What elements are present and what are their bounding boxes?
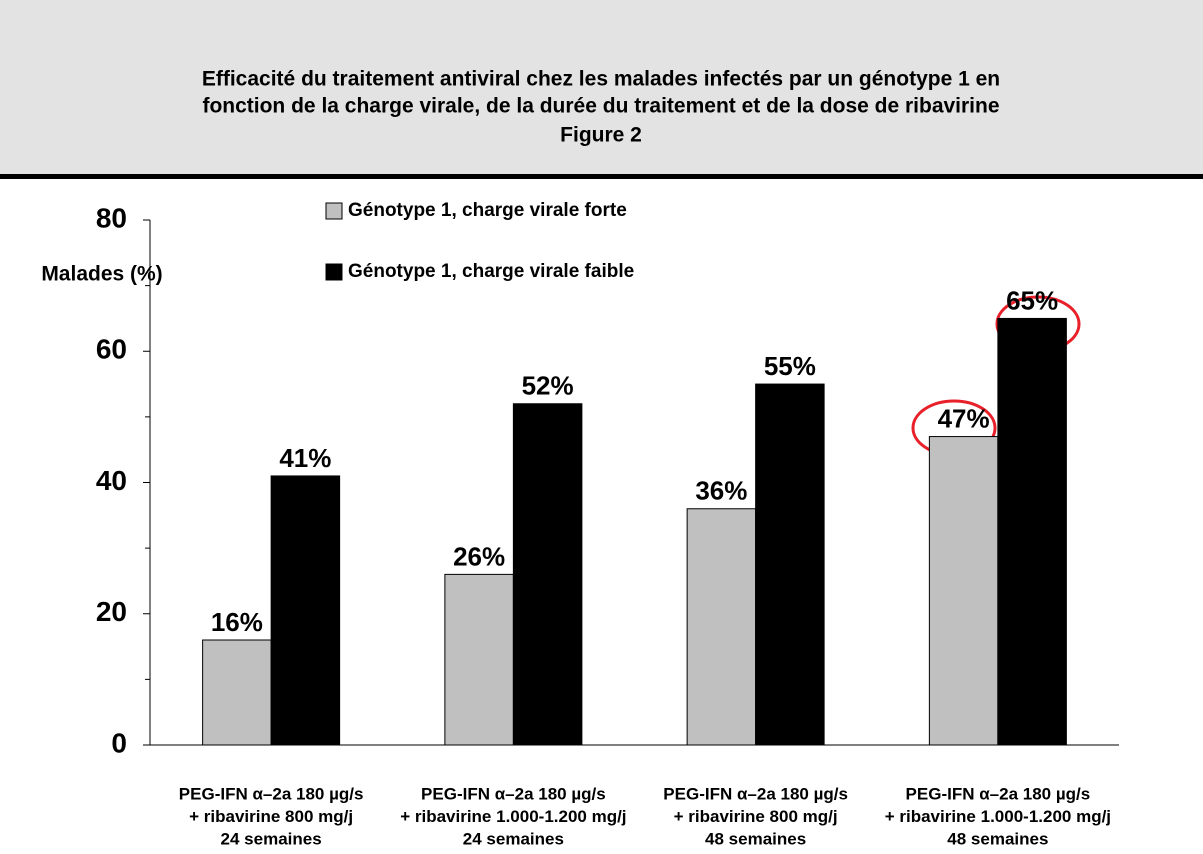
x-tick-label: PEG-IFN α–2a 180 µg/s	[663, 784, 848, 803]
legend-label: Génotype 1, charge virale forte	[348, 200, 627, 221]
x-tick-label: PEG-IFN α–2a 180 µg/s	[906, 784, 1091, 803]
header-rule	[0, 174, 1203, 179]
y-tick-label: 20	[96, 596, 127, 627]
y-tick-label: 0	[111, 727, 127, 758]
bar	[444, 573, 514, 746]
bar	[928, 436, 999, 746]
chart-title: Efficacité du traitement antiviral chez …	[202, 68, 1000, 91]
x-tick-label: + ribavirine 1.000-1.200 mg/j	[400, 807, 626, 826]
value-label: 65%	[1006, 285, 1058, 315]
bar	[512, 403, 583, 746]
x-tick-label: 48 semaines	[705, 829, 806, 848]
bar	[202, 639, 272, 746]
header-band	[0, 0, 1203, 176]
value-label: 36%	[695, 476, 747, 506]
value-label: 52%	[522, 371, 574, 401]
value-label: 47%	[938, 403, 990, 433]
value-label: 16%	[211, 607, 263, 637]
legend-swatch	[325, 263, 343, 281]
x-tick-label: 48 semaines	[947, 829, 1048, 848]
bar	[755, 383, 825, 746]
chart-title: Figure 2	[560, 124, 642, 147]
bar	[997, 317, 1067, 746]
bar	[686, 508, 757, 746]
x-tick-label: + ribavirine 800 mg/j	[189, 807, 353, 826]
x-tick-label: + ribavirine 800 mg/j	[674, 807, 838, 826]
legend-swatch	[325, 202, 343, 220]
x-tick-label: 24 semaines	[463, 829, 564, 848]
y-tick-label: 60	[96, 334, 127, 365]
x-tick-label: PEG-IFN α–2a 180 µg/s	[179, 784, 364, 803]
y-tick-label: 40	[96, 465, 127, 496]
bar	[270, 475, 341, 746]
y-axis-label: Malades (%)	[41, 263, 162, 286]
y-tick-label: 80	[96, 202, 127, 233]
value-label: 41%	[279, 443, 331, 473]
x-tick-label: PEG-IFN α–2a 180 µg/s	[421, 784, 606, 803]
value-label: 55%	[764, 351, 816, 381]
chart-title: fonction de la charge virale, de la duré…	[202, 95, 999, 118]
x-tick-label: 24 semaines	[221, 829, 322, 848]
legend-label: Génotype 1, charge virale faible	[348, 261, 634, 282]
x-tick-label: + ribavirine 1.000-1.200 mg/j	[885, 807, 1111, 826]
value-label: 26%	[453, 541, 505, 571]
